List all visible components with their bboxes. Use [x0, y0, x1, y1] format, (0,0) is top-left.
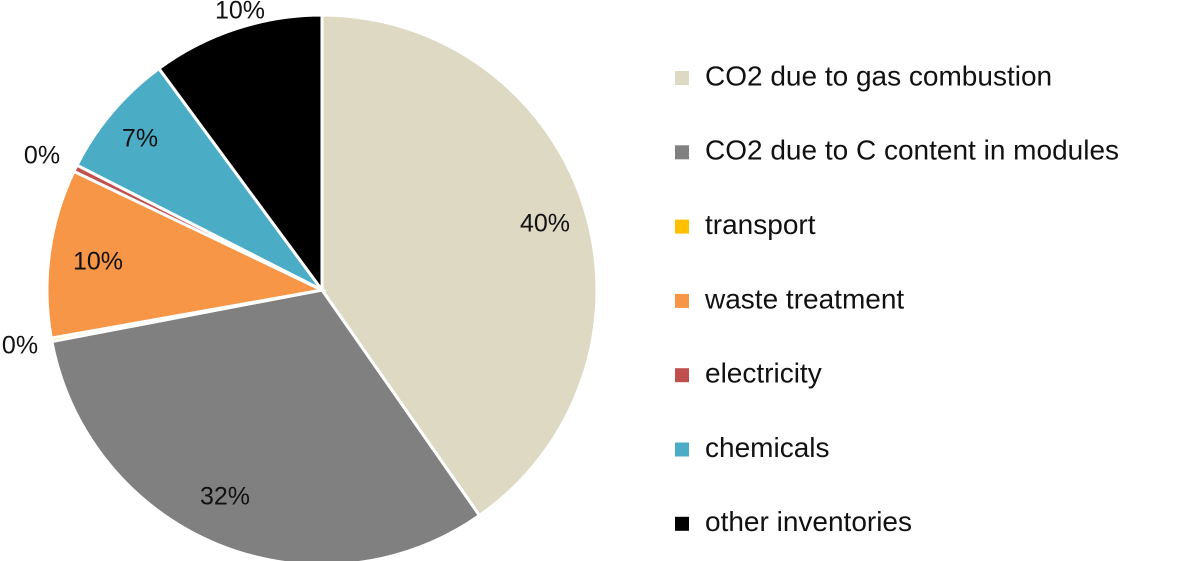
- legend-swatch: [675, 293, 689, 308]
- pie-slice: [156, 13, 324, 295]
- pie: [45, 13, 599, 561]
- legend-swatch: [675, 71, 689, 85]
- legend: CO2 due to gas combustion CO2 due to C co…: [675, 60, 1119, 537]
- legend-label: chemicals: [705, 432, 829, 463]
- data-label: 10%: [73, 248, 123, 276]
- legend-label: electricity: [705, 358, 822, 389]
- data-label: 32%: [200, 483, 250, 511]
- legend-swatch: [675, 219, 689, 234]
- legend-swatch: [675, 145, 689, 160]
- pie-slice: [320, 13, 599, 518]
- data-label: 40%: [520, 210, 570, 238]
- data-label: 7%: [122, 125, 158, 153]
- pie-slice: [50, 288, 482, 561]
- data-label: 0%: [2, 332, 38, 360]
- data-label: 0%: [24, 142, 60, 170]
- pie-slice: [45, 169, 327, 340]
- pie-slice: [74, 66, 324, 292]
- legend-label: other inventories: [705, 506, 912, 537]
- legend-swatch: [675, 442, 689, 457]
- data-labels: 40% 32% 0% 10% 0% 7% 10%: [2, 0, 570, 511]
- legend-label: transport: [705, 209, 816, 240]
- legend-label: CO2 due to C content in modules: [705, 135, 1119, 166]
- legend-label: waste treatment: [704, 283, 904, 314]
- legend-label: CO2 due to gas combustion: [705, 60, 1052, 91]
- data-label: 10%: [215, 0, 265, 25]
- legend-swatch: [675, 516, 689, 531]
- legend-swatch: [675, 368, 689, 383]
